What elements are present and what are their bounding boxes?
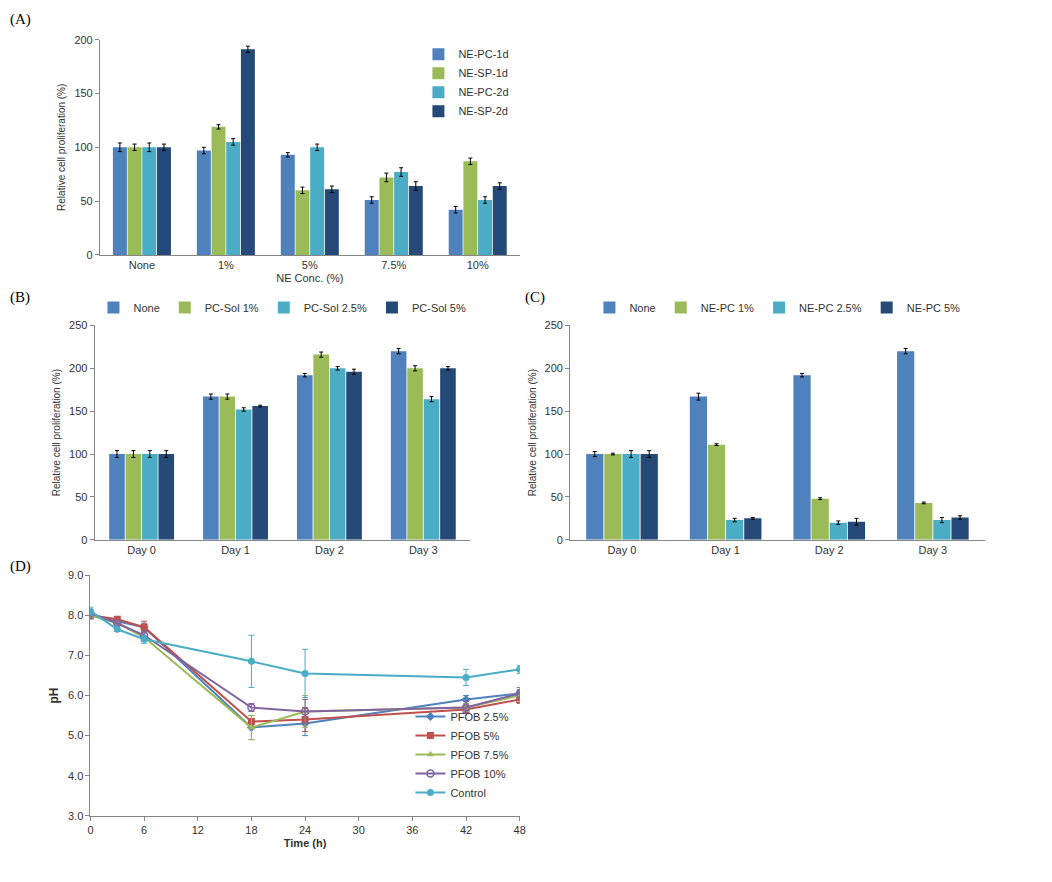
svg-text:5.0: 5.0	[68, 729, 83, 741]
svg-text:50: 50	[75, 491, 87, 503]
svg-text:NE-PC-2d: NE-PC-2d	[458, 86, 508, 98]
svg-text:200: 200	[545, 362, 563, 374]
svg-text:1%: 1%	[218, 259, 234, 271]
svg-text:6: 6	[141, 824, 147, 836]
svg-text:(D): (D)	[10, 558, 31, 575]
svg-text:0: 0	[87, 249, 93, 261]
svg-text:PFOB 2.5%: PFOB 2.5%	[450, 711, 508, 723]
svg-text:Day 1: Day 1	[221, 544, 250, 556]
svg-text:250: 250	[545, 319, 563, 331]
svg-text:Relative cell proliferation (%: Relative cell proliferation (%)	[56, 84, 67, 211]
svg-text:36: 36	[406, 824, 418, 836]
svg-text:Control: Control	[450, 787, 485, 799]
svg-text:Day 2: Day 2	[315, 544, 344, 556]
svg-text:NE-SP-2d: NE-SP-2d	[458, 105, 508, 117]
svg-text:(B): (B)	[10, 289, 30, 306]
svg-text:48: 48	[514, 824, 526, 836]
svg-text:9.0: 9.0	[68, 569, 83, 581]
svg-text:NE-PC 5%: NE-PC 5%	[907, 302, 960, 314]
svg-text:Day 2: Day 2	[815, 544, 844, 556]
svg-text:(C): (C)	[525, 289, 545, 306]
svg-text:100: 100	[545, 448, 563, 460]
svg-text:NE Conc. (%): NE Conc. (%)	[276, 272, 343, 284]
svg-text:250: 250	[69, 319, 87, 331]
svg-text:200: 200	[74, 34, 92, 46]
svg-text:3.0: 3.0	[68, 810, 83, 822]
svg-text:PC-Sol 5%: PC-Sol 5%	[412, 302, 466, 314]
svg-text:5%: 5%	[302, 259, 318, 271]
svg-text:7.5%: 7.5%	[381, 259, 406, 271]
svg-text:50: 50	[80, 195, 92, 207]
svg-text:0: 0	[87, 824, 93, 836]
svg-text:Day 3: Day 3	[918, 544, 947, 556]
svg-text:Day 3: Day 3	[409, 544, 438, 556]
svg-text:24: 24	[299, 824, 311, 836]
svg-text:30: 30	[353, 824, 365, 836]
svg-text:100: 100	[69, 448, 87, 460]
svg-text:(A): (A)	[10, 11, 31, 28]
svg-text:12: 12	[192, 824, 204, 836]
svg-text:Day 0: Day 0	[608, 544, 637, 556]
svg-text:None: None	[133, 302, 159, 314]
svg-text:6.0: 6.0	[68, 689, 83, 701]
svg-text:Relative cell proliferation (%: Relative cell proliferation (%)	[51, 369, 62, 496]
svg-text:0: 0	[81, 534, 87, 546]
svg-text:PC-Sol 1%: PC-Sol 1%	[205, 302, 259, 314]
svg-text:18: 18	[245, 824, 257, 836]
svg-text:PFOB 5%: PFOB 5%	[450, 730, 499, 742]
svg-text:NE-SP-1d: NE-SP-1d	[458, 67, 508, 79]
svg-text:10%: 10%	[467, 259, 489, 271]
svg-text:NE-PC 1%: NE-PC 1%	[701, 302, 754, 314]
svg-text:None: None	[629, 302, 655, 314]
svg-text:0: 0	[557, 534, 563, 546]
svg-text:Time (h): Time (h)	[284, 837, 327, 849]
svg-text:None: None	[129, 259, 155, 271]
svg-text:Day 0: Day 0	[127, 544, 156, 556]
svg-text:NE-PC-1d: NE-PC-1d	[458, 48, 508, 60]
svg-text:150: 150	[69, 405, 87, 417]
svg-text:42: 42	[460, 824, 472, 836]
svg-text:Relative cell proliferation (%: Relative cell proliferation (%)	[527, 369, 538, 496]
svg-text:pH: pH	[47, 687, 61, 703]
svg-text:7.0: 7.0	[68, 649, 83, 661]
svg-text:Day 1: Day 1	[711, 544, 740, 556]
svg-text:50: 50	[551, 491, 563, 503]
svg-text:PC-Sol 2.5%: PC-Sol 2.5%	[304, 302, 367, 314]
svg-text:PFOB 7.5%: PFOB 7.5%	[450, 749, 508, 761]
svg-text:100: 100	[74, 141, 92, 153]
svg-text:150: 150	[74, 87, 92, 99]
svg-text:8.0: 8.0	[68, 609, 83, 621]
svg-text:NE-PC 2.5%: NE-PC 2.5%	[799, 302, 862, 314]
svg-text:4.0: 4.0	[68, 770, 83, 782]
svg-text:150: 150	[545, 405, 563, 417]
svg-text:PFOB 10%: PFOB 10%	[450, 768, 505, 780]
svg-text:200: 200	[69, 362, 87, 374]
